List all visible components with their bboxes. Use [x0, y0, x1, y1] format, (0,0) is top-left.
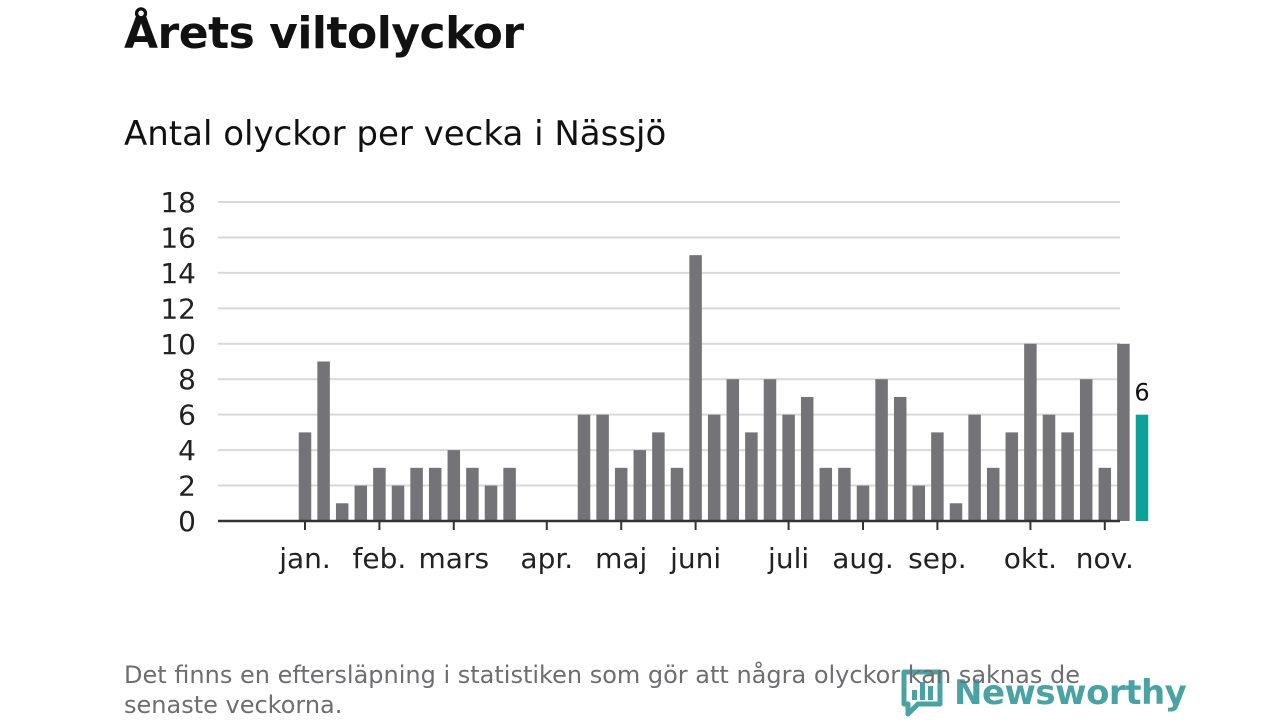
bar-week-3	[298, 432, 312, 521]
bar-week-38	[949, 503, 963, 521]
x-tick-label-okt: okt.	[1004, 542, 1057, 575]
footnote: Det finns en eftersläpning i statistiken…	[124, 661, 1080, 719]
bar-week-40	[986, 467, 1000, 521]
bar-week-37	[931, 432, 944, 521]
y-tick-label-10: 10	[160, 328, 196, 361]
x-axis: jan. feb. mars apr. maj juni juli aug. sep. okt. n…	[218, 519, 1134, 575]
y-tick-label-6: 6	[178, 399, 196, 432]
bar-week-46	[1098, 467, 1112, 521]
bar-week-26	[726, 379, 740, 521]
x-tick-label-sep: sep.	[908, 542, 967, 575]
x-tick-label-apr: apr.	[520, 542, 573, 575]
bar-week-25	[707, 414, 721, 521]
bar-week-21	[633, 450, 647, 521]
grid-lines	[218, 201, 1120, 487]
bar-week-6	[354, 485, 368, 521]
bar-week-20	[614, 467, 628, 521]
newsworthy-logo: Newsworthy	[900, 668, 1187, 718]
chart-title: Antal olyckor per vecka i Nässjö	[124, 114, 667, 154]
bar-week-5	[335, 503, 349, 521]
y-tick-label-18: 18	[160, 186, 196, 219]
bar-week-30	[800, 396, 814, 521]
bar-week-29	[782, 414, 795, 521]
x-tick-label-maj: maj	[595, 542, 647, 575]
y-tick-label-4: 4	[178, 434, 196, 467]
bar-week-47	[1117, 343, 1130, 521]
newsworthy-logo-text: Newsworthy	[954, 673, 1187, 713]
bars: 6	[298, 255, 1150, 521]
bar-week-14	[503, 467, 516, 521]
bar-highlight-label: 6	[1134, 379, 1149, 407]
x-tick-label-mars: mars	[419, 542, 490, 575]
bar-highlight	[1135, 414, 1149, 521]
bar-week-45	[1079, 379, 1093, 521]
y-tick-label-8: 8	[178, 363, 196, 396]
bar-week-42	[1024, 343, 1037, 521]
bar-week-10	[428, 467, 442, 521]
x-tick-label-feb: feb.	[353, 542, 407, 575]
bar-week-41	[1005, 432, 1019, 521]
bar-week-18	[577, 414, 591, 521]
y-tick-label-14: 14	[160, 257, 196, 290]
bar-week-19	[596, 414, 609, 521]
bar-week-36	[912, 485, 926, 521]
x-tick-label-juli: juli	[767, 542, 809, 575]
bar-week-34	[875, 379, 888, 521]
bar-week-43	[1042, 414, 1056, 521]
bar-week-9	[410, 467, 423, 521]
y-tick-label-12: 12	[160, 292, 196, 325]
bar-week-39	[968, 414, 981, 521]
bar-week-28	[763, 379, 777, 521]
bar-week-31	[819, 467, 833, 521]
x-tick-label-nov: nov.	[1076, 542, 1134, 575]
bar-week-8	[391, 485, 405, 521]
x-tick-label-jan: jan.	[278, 542, 331, 575]
bar-week-32	[838, 467, 851, 521]
bar-week-4	[317, 361, 330, 521]
bar-week-33	[856, 485, 870, 521]
bar-week-22	[652, 432, 665, 521]
bar-week-12	[466, 467, 479, 521]
bar-week-7	[373, 467, 386, 521]
bar-week-44	[1061, 432, 1074, 521]
bar-week-27	[745, 432, 758, 521]
x-tick-label-aug: aug.	[832, 542, 894, 575]
bar-week-23	[670, 467, 684, 521]
bar-week-24	[689, 255, 702, 521]
y-tick-label-0: 0	[178, 505, 196, 538]
x-tick-label-juni: juni	[669, 542, 721, 575]
y-tick-label-16: 16	[160, 221, 196, 254]
y-tick-label-2: 2	[178, 470, 196, 503]
newsworthy-logo-icon	[901, 669, 943, 717]
bar-week-11	[447, 450, 461, 521]
page-title: Årets viltolyckor	[124, 8, 524, 59]
bar-week-13	[484, 485, 498, 521]
bar-week-35	[893, 396, 907, 521]
